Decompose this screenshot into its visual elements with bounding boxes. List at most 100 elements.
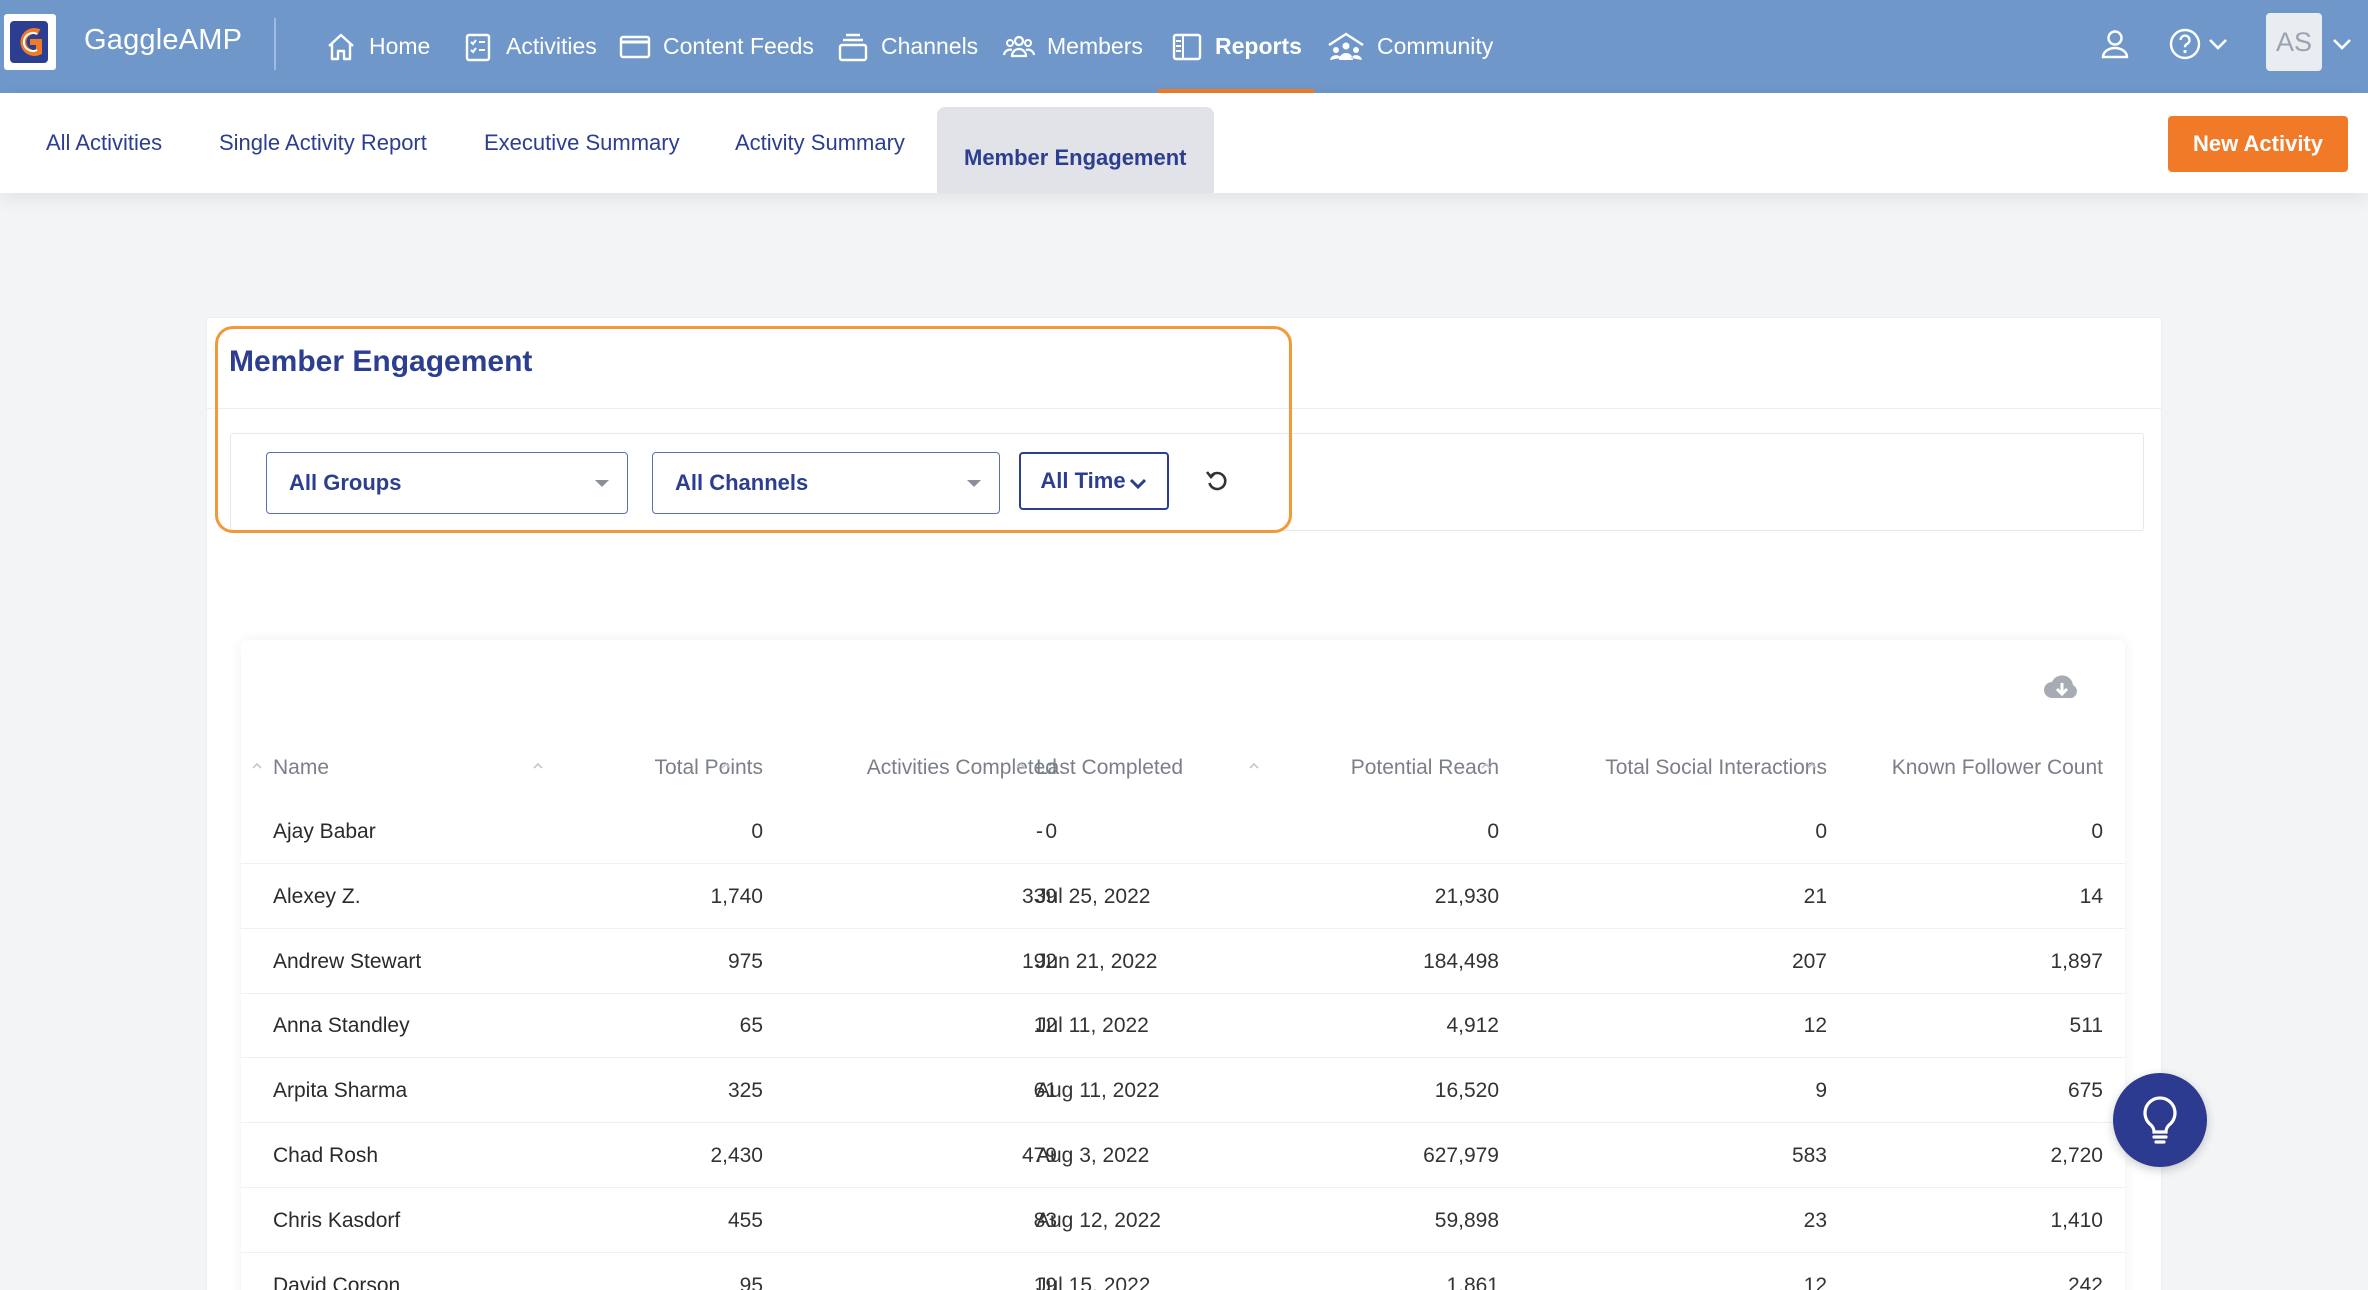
nav-activities-label: Activities <box>506 33 597 59</box>
table-row[interactable]: Arpita Sharma 325 61 Aug 11, 2022 16,520… <box>241 1059 2125 1123</box>
cell-known-follower-count: 511 <box>2069 1014 2103 1037</box>
new-activity-button[interactable]: New Activity <box>2168 116 2348 172</box>
chevron-down-icon <box>2209 39 2227 50</box>
cell-known-follower-count: 675 <box>2067 1079 2103 1102</box>
content-feeds-icon <box>619 35 651 58</box>
cell-potential-reach: 4,912 <box>1446 1014 1499 1037</box>
sort-icon[interactable] <box>1247 759 1261 773</box>
col-activities-completed[interactable]: Activities Completed <box>866 756 1057 779</box>
col-name[interactable]: Name <box>273 756 330 779</box>
cell-activities-completed: 192 <box>1021 950 1057 973</box>
tab-member-engagement[interactable]: Member Engagement <box>937 107 1214 193</box>
tab-activity-summary[interactable]: Activity Summary <box>735 130 905 155</box>
avatar[interactable]: AS <box>2266 13 2322 71</box>
cell-name[interactable]: Anna Standley <box>273 1014 410 1037</box>
community-icon <box>1328 32 1364 60</box>
time-range-button[interactable]: All Time <box>1019 452 1169 510</box>
chevron-down-icon <box>1129 478 1146 490</box>
channels-select[interactable]: All Channels <box>652 452 1000 514</box>
nav-home[interactable]: Home <box>324 0 430 93</box>
nav-reports[interactable]: Reports <box>1158 0 1314 93</box>
col-total-points[interactable]: Total Points <box>654 756 763 779</box>
cell-potential-reach: 59,898 <box>1434 1209 1499 1232</box>
table-row[interactable]: Chad Rosh 2,430 479 Aug 3, 2022 627,979 … <box>241 1124 2125 1188</box>
reports-icon <box>1172 33 1202 60</box>
cell-last-completed: Aug 3, 2022 <box>1036 1144 1150 1167</box>
cell-last-completed: - <box>1036 820 1043 843</box>
sort-icon[interactable] <box>1479 759 1493 773</box>
nav-community[interactable]: Community <box>1326 0 1493 93</box>
nav-channels[interactable]: Channels <box>836 0 978 93</box>
cell-name[interactable]: Alexey Z. <box>273 885 361 908</box>
sort-icon[interactable] <box>531 759 545 773</box>
nav-content-feeds-label: Content Feeds <box>663 33 814 59</box>
cell-name[interactable]: Ajay Babar <box>273 820 376 843</box>
cell-name[interactable]: Arpita Sharma <box>273 1079 408 1102</box>
cell-potential-reach: 627,979 <box>1423 1144 1499 1167</box>
table-row[interactable]: Andrew Stewart 975 192 Jun 21, 2022 184,… <box>241 930 2125 994</box>
col-total-social-interactions[interactable]: Total Social Interactions <box>1605 756 1827 779</box>
help-icon <box>2169 28 2201 60</box>
table-row[interactable]: David Corson 95 19 Jul 15, 2022 1,861 12… <box>241 1254 2125 1290</box>
tab-executive-summary[interactable]: Executive Summary <box>484 130 680 155</box>
reset-filters-icon[interactable] <box>1202 466 1232 496</box>
cell-known-follower-count: 0 <box>2091 820 2103 843</box>
channels-select-value: All Channels <box>675 470 809 495</box>
table-row[interactable]: Chris Kasdorf 455 83 Aug 12, 2022 59,898… <box>241 1189 2125 1253</box>
cell-known-follower-count: 1,410 <box>2050 1209 2103 1232</box>
brand-name[interactable]: GaggleAMP <box>84 24 243 56</box>
cell-potential-reach: 0 <box>1487 820 1499 843</box>
sort-icon[interactable] <box>719 759 733 773</box>
nav-reports-label: Reports <box>1215 33 1302 59</box>
cell-total-social-interactions: 0 <box>1815 820 1827 843</box>
cell-last-completed: Jul 15, 2022 <box>1036 1274 1151 1290</box>
cell-last-completed: Jul 11, 2022 <box>1036 1014 1149 1037</box>
activities-icon <box>465 33 491 61</box>
cell-last-completed: Jun 21, 2022 <box>1036 950 1158 973</box>
gaggleamp-logo[interactable] <box>4 14 56 70</box>
cell-total-points: 2,430 <box>710 1144 763 1167</box>
col-known-follower-count[interactable]: Known Follower Count <box>1891 756 2103 779</box>
cell-total-social-interactions: 583 <box>1791 1144 1827 1167</box>
nav-content-feeds[interactable]: Content Feeds <box>618 0 814 93</box>
cell-activities-completed: 19 <box>1033 1274 1057 1290</box>
cell-potential-reach: 1,861 <box>1446 1274 1499 1290</box>
groups-select[interactable]: All Groups <box>266 452 628 514</box>
table-row[interactable]: Anna Standley 65 12 Jul 11, 2022 4,912 1… <box>241 994 2125 1058</box>
sort-icon[interactable] <box>1014 759 1028 773</box>
tab-single-activity-report[interactable]: Single Activity Report <box>219 130 427 155</box>
table-row[interactable]: Alexey Z. 1,740 339 Jul 25, 2022 21,930 … <box>241 865 2125 929</box>
col-potential-reach[interactable]: Potential Reach <box>1350 756 1499 779</box>
tab-all-activities[interactable]: All Activities <box>46 130 163 155</box>
sort-icon[interactable] <box>250 759 264 773</box>
filter-bar: All Groups All Channels <box>230 433 2144 531</box>
sort-icon[interactable] <box>1805 759 1819 773</box>
help-menu-button[interactable] <box>2168 22 2230 66</box>
caret-down-icon <box>595 480 609 487</box>
nav-activities[interactable]: Activities <box>461 0 597 93</box>
cell-total-points: 325 <box>727 1079 763 1102</box>
cell-total-social-interactions: 9 <box>1815 1079 1827 1102</box>
col-last-completed[interactable]: Last Completed <box>1036 756 1184 779</box>
cell-activities-completed: 479 <box>1021 1144 1057 1167</box>
cell-name[interactable]: Andrew Stewart <box>273 950 422 973</box>
nav-members[interactable]: Members <box>1002 0 1143 93</box>
cell-name[interactable]: Chris Kasdorf <box>273 1209 401 1232</box>
brand-divider <box>274 18 276 70</box>
cell-potential-reach: 184,498 <box>1423 950 1499 973</box>
cell-name[interactable]: Chad Rosh <box>273 1144 379 1167</box>
nav-members-label: Members <box>1047 33 1143 59</box>
channels-icon <box>838 33 868 61</box>
cell-activities-completed: 12 <box>1033 1014 1057 1037</box>
user-icon <box>2101 30 2129 59</box>
cell-total-social-interactions: 207 <box>1791 950 1827 973</box>
tips-button[interactable] <box>2113 1073 2207 1167</box>
nav-channels-label: Channels <box>881 33 979 59</box>
cell-known-follower-count: 2,720 <box>2050 1144 2103 1167</box>
profile-button[interactable] <box>2098 22 2132 66</box>
download-cloud-icon[interactable] <box>2042 668 2082 708</box>
cell-name[interactable]: David Corson <box>273 1274 401 1290</box>
table-row[interactable]: Ajay Babar 0 0 - 0 0 0 <box>241 800 2125 864</box>
cell-total-points: 65 <box>739 1014 763 1037</box>
account-menu-button[interactable] <box>2330 22 2354 66</box>
